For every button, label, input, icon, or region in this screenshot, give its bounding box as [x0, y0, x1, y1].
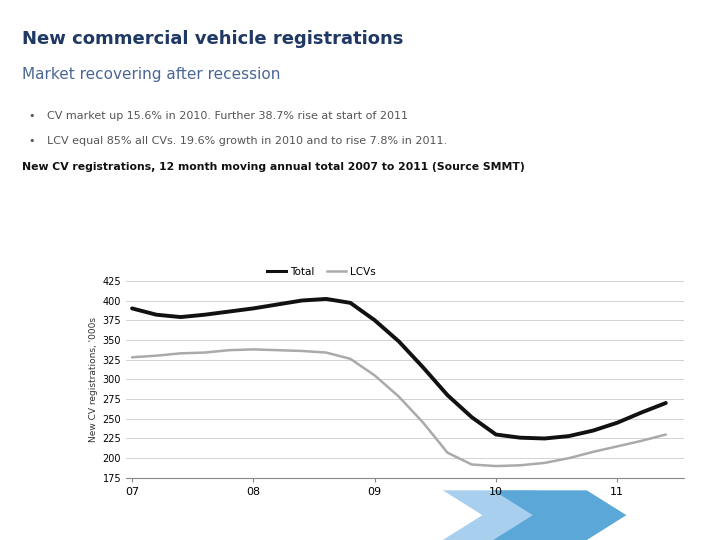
Text: LCV equal 85% all CVs. 19.6% growth in 2010 and to rise 7.8% in 2011.: LCV equal 85% all CVs. 19.6% growth in 2… [47, 136, 447, 146]
Text: CV market up 15.6% in 2010. Further 38.7% rise at start of 2011: CV market up 15.6% in 2010. Further 38.7… [47, 111, 408, 121]
Text: New commercial vehicle registrations: New commercial vehicle registrations [22, 30, 403, 48]
Text: SOCIETY OF MOTOR MANUFACTURERS AND TRADERS LIMITED: SOCIETY OF MOTOR MANUFACTURERS AND TRADE… [14, 511, 292, 519]
Polygon shape [493, 490, 626, 540]
Text: •: • [29, 136, 35, 146]
Legend: Total, LCVs: Total, LCVs [263, 262, 379, 281]
Text: PAGE 5: PAGE 5 [674, 511, 706, 519]
Text: Market recovering after recession: Market recovering after recession [22, 68, 280, 83]
Y-axis label: New CV registrations, '000s: New CV registrations, '000s [89, 317, 98, 442]
Text: •: • [29, 111, 35, 121]
Polygon shape [443, 490, 576, 540]
Text: New CV registrations, 12 month moving annual total 2007 to 2011 (Source SMMT): New CV registrations, 12 month moving an… [22, 162, 524, 172]
